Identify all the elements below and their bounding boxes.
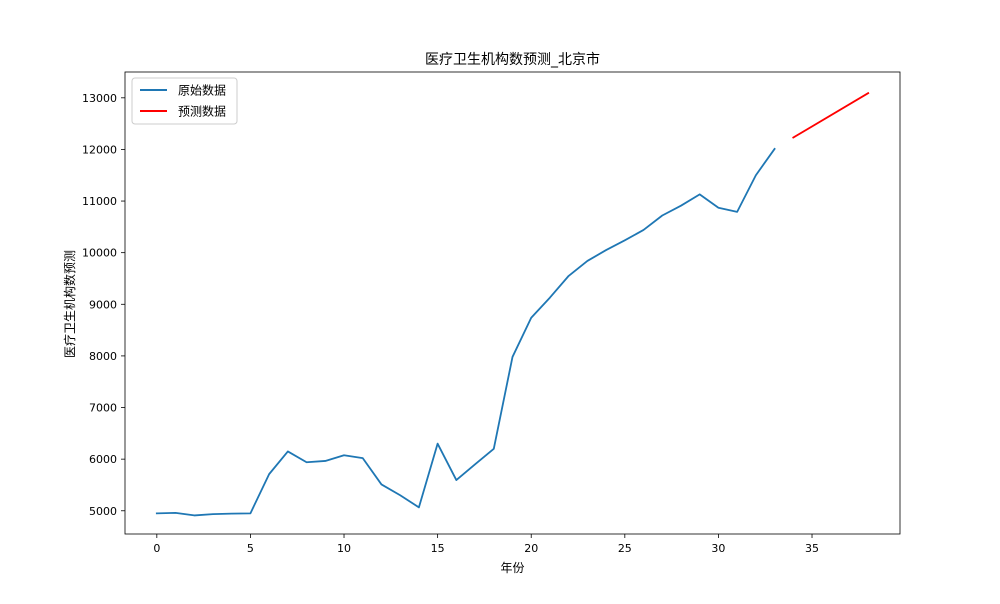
x-tick-label: 25 [618,542,632,555]
series-group [155,91,870,517]
series-line-forecast [792,91,870,139]
y-tick-label: 13000 [82,92,117,105]
y-tick-label: 12000 [82,143,117,156]
y-tick-label: 9000 [89,298,117,311]
plot-area-frame [124,71,901,535]
series-line-original [155,147,776,517]
y-tick-label: 11000 [82,195,117,208]
x-tick-label: 0 [153,542,160,555]
y-axis-ticks: 5000 6000 7000 8000 9000 10000 11000 12000 13000 [82,92,125,518]
y-tick-label: 10000 [82,247,117,260]
x-tick-label: 35 [805,542,819,555]
x-tick-label: 20 [524,542,538,555]
y-axis-label: 医疗卫生机构数预测 [62,250,77,358]
y-tick-label: 6000 [89,453,117,466]
x-tick-label: 5 [247,542,254,555]
chart-title: 医疗卫生机构数预测_北京市 [425,51,600,68]
x-tick-label: 15 [431,542,445,555]
legend-label-forecast: 预测数据 [178,104,226,119]
x-tick-label: 10 [337,542,351,555]
x-tick-label: 30 [711,542,725,555]
y-tick-label: 7000 [89,402,117,415]
y-tick-label: 5000 [89,505,117,518]
x-axis-label: 年份 [500,561,524,575]
legend-label-original: 原始数据 [178,83,226,98]
legend: 原始数据 预测数据 [131,77,238,125]
y-tick-label: 8000 [89,350,117,363]
x-axis-ticks: 0 5 10 15 20 25 30 35 [153,534,819,555]
